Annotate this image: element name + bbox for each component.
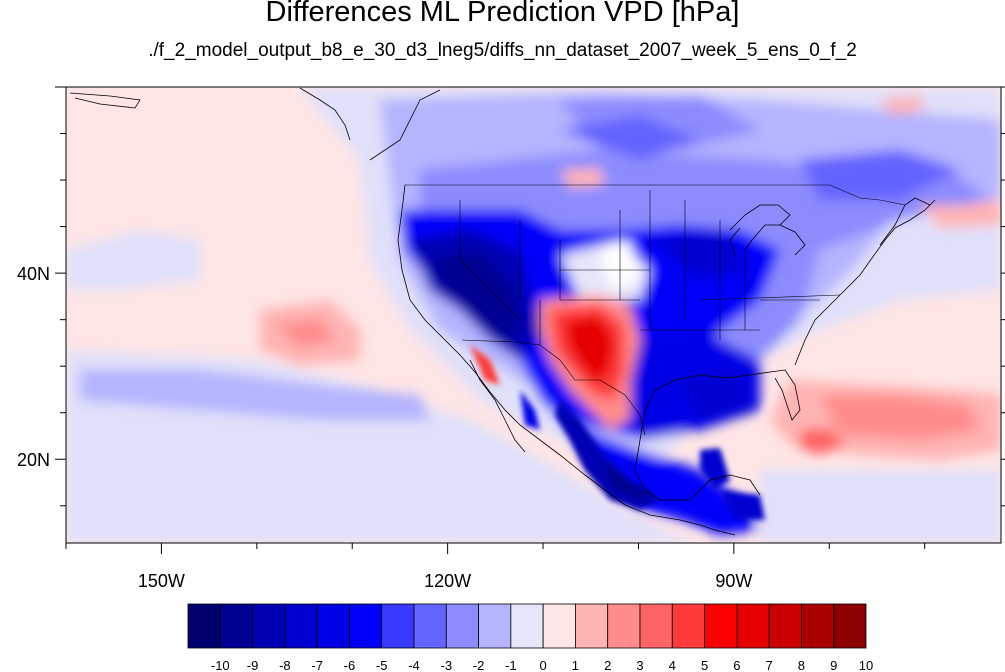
lon-tick-label: 90W xyxy=(715,571,752,591)
colorbar-label: 3 xyxy=(636,658,643,672)
coastlines xyxy=(69,87,936,536)
colorbar-swatch xyxy=(187,603,221,649)
colorbar-label: -8 xyxy=(279,658,291,672)
colorbar-swatch xyxy=(510,603,544,649)
map-title: Differences ML Prediction VPD [hPa] xyxy=(265,0,740,28)
colorbar-label: 4 xyxy=(669,658,676,672)
colorbar-swatch xyxy=(801,603,835,649)
colorbar-label: -10 xyxy=(211,658,230,672)
colorbar-label: -3 xyxy=(441,658,453,672)
colorbar-swatch xyxy=(349,603,383,649)
colorbar-swatch xyxy=(639,603,673,649)
colorbar-swatch xyxy=(671,603,705,649)
colorbar-swatch xyxy=(575,603,609,649)
colorbar-swatch xyxy=(607,603,641,649)
colorbar-swatch xyxy=(316,603,350,649)
colorbar-label: 0 xyxy=(540,658,547,672)
colorbar-label: -1 xyxy=(505,658,517,672)
map-frame xyxy=(65,86,1002,544)
colorbar-swatch xyxy=(252,603,286,649)
lon-tick-label: 120W xyxy=(424,571,471,591)
colorbar-label: -7 xyxy=(311,658,323,672)
colorbar-swatch xyxy=(542,603,576,649)
colorbar-swatch xyxy=(704,603,738,649)
colorbar-label: 7 xyxy=(766,658,773,672)
colorbar-label: 1 xyxy=(572,658,579,672)
colorbar-label: -2 xyxy=(473,658,485,672)
colorbar-swatch xyxy=(833,603,867,649)
colorbar-label: 8 xyxy=(798,658,805,672)
colorbar-label: 6 xyxy=(733,658,740,672)
colorbar-label: -9 xyxy=(247,658,259,672)
lon-tick-label: 150W xyxy=(138,571,185,591)
lat-tick-label: 40N xyxy=(17,264,50,284)
colorbar-swatch xyxy=(478,603,512,649)
colorbar-swatch xyxy=(413,603,447,649)
colorbar: -10 -9 -8 -7 -6 -5 -4 -3 -2 -1 0 1 2 3 4 5 6 7 8 9 10 xyxy=(187,603,873,672)
colorbar-swatch xyxy=(284,603,318,649)
map-ticks: 150W 120W 90W 40N 20N xyxy=(17,86,1005,591)
colorbar-swatch xyxy=(445,603,479,649)
colorbar-label: 10 xyxy=(859,658,873,672)
colorbar-label: -5 xyxy=(376,658,388,672)
colorbar-label: 2 xyxy=(604,658,611,672)
political-borders xyxy=(405,184,906,436)
colorbar-label: -6 xyxy=(344,658,356,672)
colorbar-label: 5 xyxy=(701,658,708,672)
colorbar-label: -4 xyxy=(408,658,420,672)
colorbar-swatch xyxy=(219,603,253,649)
lat-tick-label: 20N xyxy=(17,450,50,470)
map-subtitle: ./f_2_model_output_b8_e_30_d3_lneg5/diff… xyxy=(148,40,857,61)
colorbar-swatch xyxy=(768,603,802,649)
colorbar-swatch xyxy=(381,603,415,649)
vpd-difference-field xyxy=(66,87,1001,543)
colorbar-label: 9 xyxy=(830,658,837,672)
colorbar-swatch xyxy=(736,603,770,649)
